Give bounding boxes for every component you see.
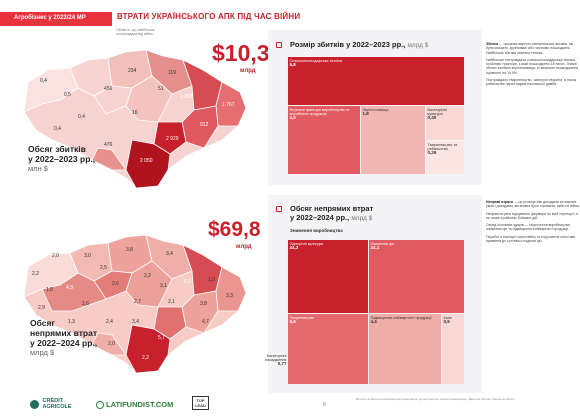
paragraph: Найбільше постраждала сільськогосподарсь… (486, 57, 579, 75)
map-label: 2,2 (32, 271, 39, 277)
map-label: 2 050 (140, 158, 153, 164)
latifundist-logo: LATIFUNDIST.COM (96, 400, 173, 410)
map-label: 16 (132, 110, 138, 116)
map-label: 0,4 (54, 126, 61, 132)
indirect-loss-total: $69,8 (208, 218, 261, 241)
indirect-loss-map-caption: Обсяг непрямих втрат у 2022–2024 рр., мл… (30, 318, 98, 357)
treemap-group-label: Зниження виробництва (290, 228, 343, 233)
map-label: 1,9 (208, 277, 215, 283)
map-label: 3,3 (226, 293, 233, 299)
map-label: 0,4 (78, 114, 85, 120)
paragraph: Непрямі втрати — це різниця між доходами… (486, 200, 580, 209)
treemap-cell: Зниження цін 24,1 (369, 240, 464, 313)
credit-agricole-logo: CRÉDIT AGRICOLE (30, 398, 72, 410)
map-label: 3,8 (200, 301, 207, 307)
issue-badge: Агробізнес у 2023/24 МР (0, 12, 112, 26)
map-label: 2,6 (112, 281, 119, 287)
treemap-cell: Втрачені фактори виробництва та вироблен… (288, 106, 360, 174)
card-marker (276, 42, 282, 48)
map-label: 3,1 (160, 283, 167, 289)
map-label: 3,8 (126, 247, 133, 253)
treemap-cell: Багаторічні насадження 0,77 (265, 353, 287, 367)
map-label: 0,5 (64, 92, 71, 98)
paragraph: Збитки — грошова вартість матеріальних а… (486, 42, 574, 55)
map-label: 2,1 (168, 299, 175, 305)
map-label: 2,2 (142, 355, 149, 361)
map-legend: Область, що найбільше постраждали від ві… (116, 28, 155, 36)
card-marker (276, 206, 282, 212)
map-label: 5,7 (158, 335, 165, 341)
map-label: 2 929 (166, 136, 179, 142)
paragraph: Постраждало тваринництво, загинули твари… (486, 78, 577, 87)
map-label: 3,4 (166, 251, 173, 257)
treemap-cell: Однорічні культури 34,3 (288, 240, 368, 313)
credit-agricole-icon (30, 399, 39, 409)
footnote: Втрати та збитки розраховуються відповід… (356, 397, 516, 401)
map-label: 4,7 (202, 319, 209, 325)
map-label: 1,3 (68, 319, 75, 325)
damage-map-svg (23, 49, 247, 189)
damage-total-unit: млрд (240, 68, 256, 74)
indirect-loss-map: 2,0 3,0 3,8 3,4 2,2 2,5 1,8 4,3 2,6 2,2 … (8, 215, 258, 385)
treemap-cell: Багаторічні культури 0,40 (426, 106, 464, 140)
paragraph: Непрямі втрати відчувають фермери по всі… (486, 211, 578, 220)
map-label: 1 360 (180, 94, 193, 100)
treemap-cell: Підвищення собівартості продукції 4,4 (369, 314, 441, 384)
map-label: 912 (200, 122, 209, 128)
treemap-cell: Інше 0,5 (442, 314, 464, 384)
map-label: 476 (104, 142, 113, 148)
indirect-loss-card-title: Обсяг непрямих втрат у 2022–2024 рр., мл… (290, 204, 374, 222)
paragraph: Перебої в експорті через війну та поруше… (486, 234, 576, 244)
latifundist-icon (96, 401, 104, 410)
map-label: 2,9 (38, 305, 45, 311)
page-number: 6 (323, 402, 326, 408)
map-label: 51 (158, 86, 164, 92)
treemap-cell: Тваринництво та рибальство 0,29 (426, 141, 464, 174)
map-label: 2,6 (82, 301, 89, 307)
map-label: 2,2 (144, 273, 151, 279)
map-label: 3,0 (84, 253, 91, 259)
damage-card-title: Розмір збитків у 2022–2023 рр., млрд $ (290, 40, 429, 49)
treemap-cell: Зерносховища 1,8 (361, 106, 425, 174)
damage-map: 0,4 234 119 456 0,5 1 360 1 767 0,4 16 9… (8, 30, 258, 200)
paragraph: Серед основних ударів — скорочення вироб… (486, 223, 571, 232)
damage-description: Збитки — грошова вартість матеріальних а… (486, 42, 580, 90)
map-label: 2,4 (106, 319, 113, 325)
map-label: 2,0 (52, 253, 59, 259)
map-label: 2,7 (134, 299, 141, 305)
treemap-cell: Сільськогосподарська техніка 5,8 (288, 57, 464, 105)
map-label: 456 (104, 86, 113, 92)
damage-map-caption: Обсяг збитків у 2022–2023 рр., млн $ (28, 144, 96, 173)
map-label: 2,5 (100, 265, 107, 271)
page-title: ВТРАТИ УКРАЇНСЬКОГО АПК ПІД ЧАС ВІЙНИ (117, 12, 301, 21)
map-label: 119 (168, 70, 176, 76)
indirect-loss-description: Непрямі втрати — це різниця між доходами… (486, 200, 580, 246)
indirect-loss-total-unit: млрд (236, 244, 252, 250)
damage-total: $10,3 (212, 40, 270, 66)
treemap-cell: Тваринництво 5,6 (288, 314, 368, 384)
map-label: 234 (128, 68, 137, 74)
map-label: 3,4 (132, 319, 139, 325)
map-label: 1 767 (222, 102, 235, 108)
indirect-loss-map-svg (23, 234, 247, 374)
map-label: 0,4 (40, 78, 47, 84)
map-label: 6,0 (184, 279, 191, 285)
map-label: 1,8 (46, 287, 53, 293)
top-lead-logo: TOP LEAD (192, 396, 209, 410)
map-label: 2,0 (108, 341, 115, 347)
map-label: 4,3 (66, 285, 73, 291)
